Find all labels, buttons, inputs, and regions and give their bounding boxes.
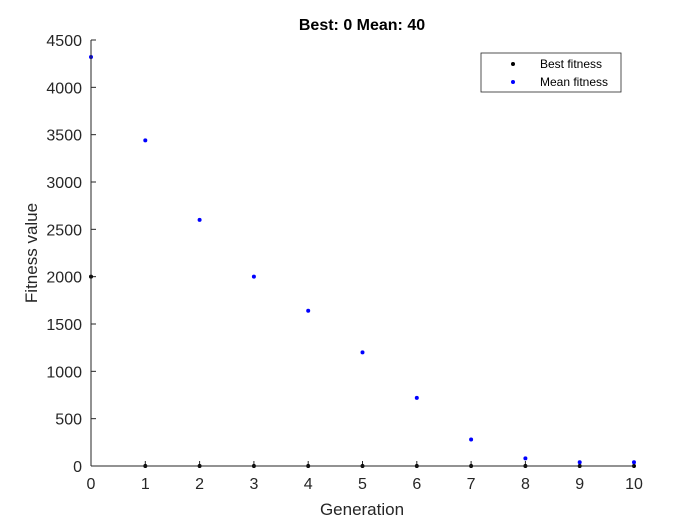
y-tick-label: 3500 (46, 128, 82, 145)
legend-marker-best (511, 62, 515, 66)
y-tick-label: 2500 (46, 222, 82, 239)
y-tick-label: 4000 (46, 80, 82, 97)
y-tick-label: 4500 (46, 33, 82, 50)
legend: Best fitness Mean fitness (480, 52, 622, 93)
y-tick-label: 0 (73, 459, 82, 476)
x-tick-label: 0 (87, 476, 96, 493)
x-tick-label: 6 (412, 476, 421, 493)
x-tick-label: 5 (358, 476, 367, 493)
y-tick-label: 3000 (46, 175, 82, 192)
mean-fitness-point (577, 460, 582, 465)
x-tick-label: 4 (304, 476, 313, 493)
mean-fitness-point (251, 274, 256, 279)
y-tick-label: 2000 (46, 270, 82, 287)
y-tick-label: 1000 (46, 364, 82, 381)
legend-marker-mean (511, 80, 515, 84)
mean-fitness-point (360, 350, 365, 355)
chart-title: Best: 0 Mean: 40 (299, 17, 425, 34)
y-axis-ticks: 0 500 1000 1500 2000 2500 3000 3500 4000 4500 (46, 33, 96, 476)
mean-fitness-point (523, 456, 528, 461)
x-tick-label: 8 (521, 476, 530, 493)
mean-fitness-point (469, 437, 474, 442)
mean-fitness-point (197, 217, 202, 222)
x-tick-label: 9 (575, 476, 584, 493)
mean-fitness-point (306, 308, 311, 313)
mean-fitness-point (414, 395, 419, 400)
y-axis-title: Fitness value (22, 203, 41, 303)
mean-fitness-point (143, 138, 148, 143)
mean-fitness-point (632, 460, 636, 465)
x-tick-label: 1 (141, 476, 150, 493)
x-tick-label: 3 (249, 476, 258, 493)
legend-label-best: Best fitness (540, 57, 602, 71)
x-axis-title: Generation (320, 500, 404, 519)
x-tick-label: 10 (625, 476, 643, 493)
legend-box (480, 52, 622, 93)
x-tick-label: 2 (195, 476, 204, 493)
y-tick-label: 1500 (46, 317, 82, 334)
legend-label-mean: Mean fitness (540, 75, 608, 89)
plot-area (91, 40, 634, 466)
y-tick-label: 500 (55, 412, 82, 429)
x-tick-label: 7 (467, 476, 476, 493)
